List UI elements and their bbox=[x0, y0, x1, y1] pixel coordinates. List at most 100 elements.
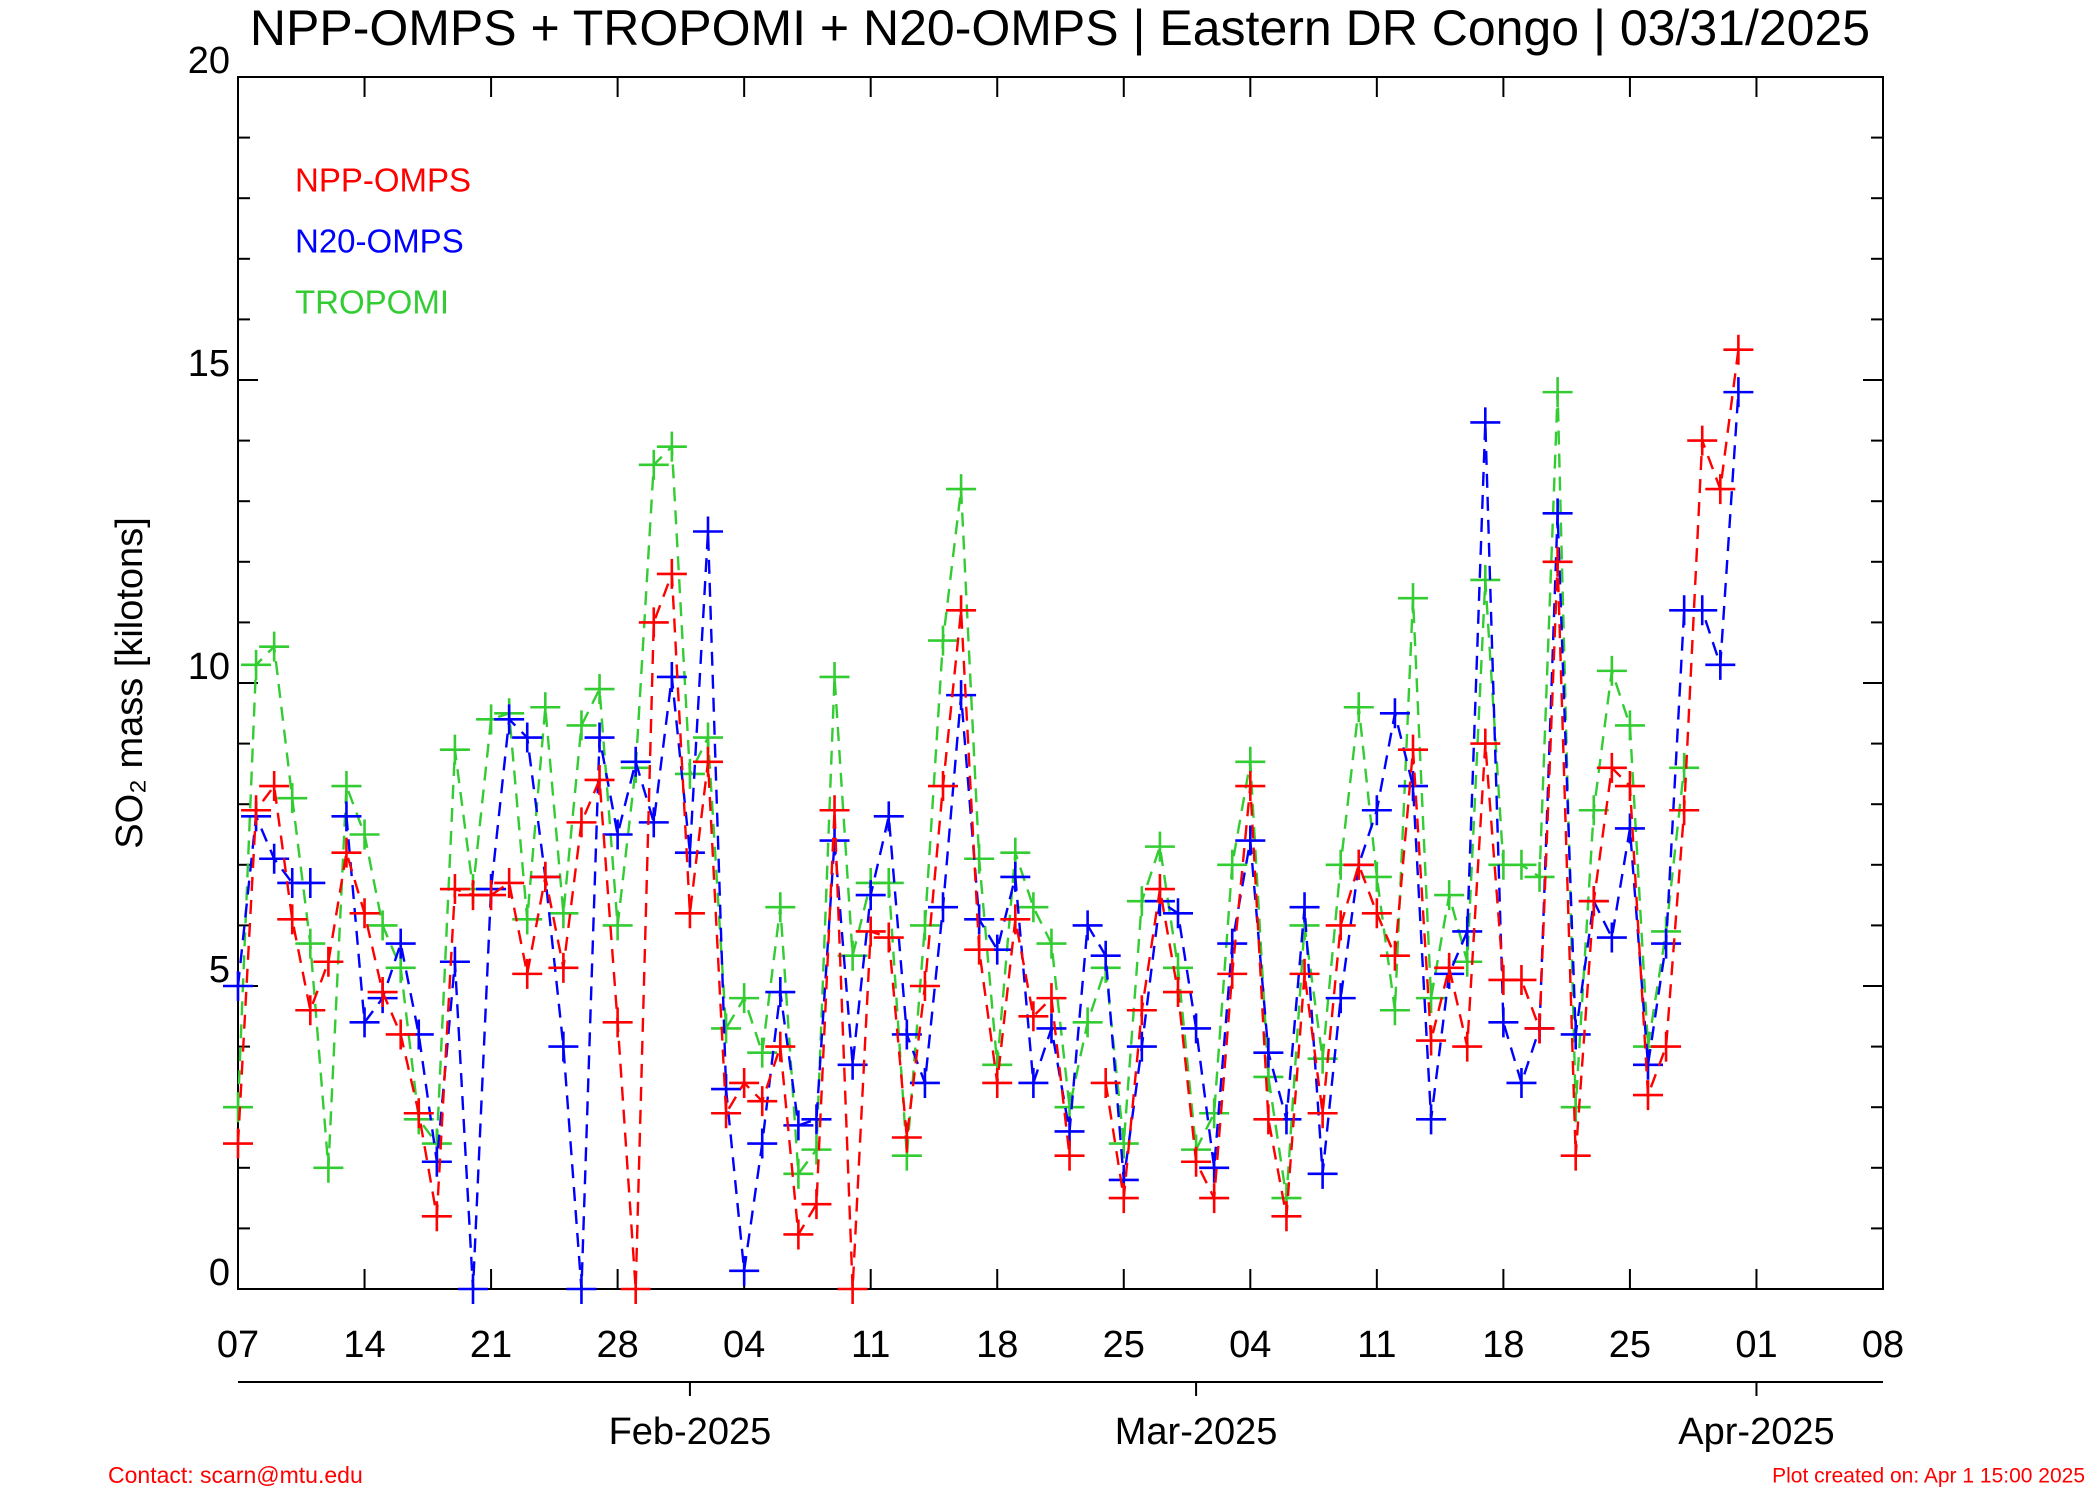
data-marker bbox=[1036, 928, 1067, 959]
data-marker bbox=[512, 958, 543, 989]
data-marker bbox=[656, 431, 687, 462]
data-marker bbox=[295, 928, 326, 959]
data-marker bbox=[765, 1031, 796, 1062]
data-marker bbox=[747, 1128, 778, 1159]
footer-contact: Contact: scarn@mtu.edu bbox=[108, 1462, 363, 1488]
data-marker bbox=[1705, 474, 1736, 505]
data-marker bbox=[277, 783, 308, 814]
data-marker bbox=[801, 1189, 832, 1220]
data-marker bbox=[1090, 1067, 1121, 1098]
y-tick-label: 10 bbox=[188, 646, 230, 688]
x-tick-label: 11 bbox=[1357, 1324, 1396, 1366]
data-marker bbox=[729, 983, 760, 1014]
data-marker bbox=[1651, 1031, 1682, 1062]
data-marker bbox=[1723, 334, 1754, 365]
data-marker bbox=[765, 892, 796, 923]
data-marker bbox=[1199, 1183, 1230, 1214]
data-marker bbox=[1651, 928, 1682, 959]
data-marker bbox=[946, 474, 977, 505]
data-marker bbox=[439, 946, 470, 977]
data-marker bbox=[1434, 880, 1465, 911]
data-marker bbox=[964, 934, 995, 965]
data-marker bbox=[421, 1201, 452, 1232]
data-marker bbox=[873, 801, 904, 832]
data-marker bbox=[584, 674, 615, 705]
data-marker bbox=[1542, 546, 1573, 577]
data-marker bbox=[602, 819, 633, 850]
data-marker bbox=[602, 1007, 633, 1038]
data-marker bbox=[1307, 1043, 1338, 1074]
data-marker bbox=[837, 1049, 868, 1080]
data-marker bbox=[1000, 904, 1031, 935]
data-marker bbox=[1018, 1067, 1049, 1098]
data-marker bbox=[1596, 752, 1627, 783]
data-marker bbox=[403, 1098, 434, 1129]
data-marker bbox=[512, 722, 543, 753]
data-marker bbox=[620, 1274, 651, 1304]
data-marker bbox=[837, 1274, 868, 1304]
x-tick-label: 18 bbox=[1482, 1324, 1524, 1366]
data-marker bbox=[1289, 892, 1320, 923]
data-marker bbox=[1578, 886, 1609, 917]
data-marker bbox=[1199, 1152, 1230, 1183]
data-marker bbox=[295, 995, 326, 1026]
x-tick-label: 08 bbox=[1862, 1324, 1904, 1366]
data-marker bbox=[1271, 1201, 1302, 1232]
data-marker bbox=[819, 795, 850, 826]
data-marker bbox=[674, 898, 705, 929]
legend-entry: N20-OMPS bbox=[295, 223, 464, 260]
x-tick-label: 04 bbox=[723, 1324, 765, 1366]
data-marker bbox=[259, 631, 290, 662]
data-marker bbox=[1705, 649, 1736, 680]
data-marker bbox=[367, 910, 398, 941]
data-marker bbox=[1108, 1183, 1139, 1214]
data-marker bbox=[1090, 940, 1121, 971]
data-marker bbox=[241, 795, 272, 826]
data-marker bbox=[1596, 922, 1627, 953]
data-marker bbox=[1018, 892, 1049, 923]
x-tick-label: 14 bbox=[343, 1324, 385, 1366]
data-marker bbox=[891, 1122, 922, 1153]
y-tick-label: 15 bbox=[188, 343, 230, 385]
data-marker bbox=[1452, 946, 1483, 977]
data-marker bbox=[331, 837, 362, 868]
data-marker bbox=[223, 1092, 253, 1123]
data-marker bbox=[385, 928, 416, 959]
x-tick-label: 07 bbox=[217, 1324, 259, 1366]
data-marker bbox=[1506, 1067, 1537, 1098]
data-marker bbox=[946, 680, 977, 711]
data-marker bbox=[873, 867, 904, 898]
data-marker bbox=[331, 771, 362, 802]
data-marker bbox=[1072, 1007, 1103, 1038]
data-marker bbox=[566, 710, 597, 741]
series-line bbox=[345, 392, 1740, 1290]
data-marker bbox=[982, 1067, 1013, 1098]
data-marker bbox=[1163, 898, 1193, 929]
data-marker bbox=[1470, 564, 1501, 595]
data-marker bbox=[909, 1067, 940, 1098]
data-marker bbox=[1452, 1031, 1483, 1062]
data-marker bbox=[928, 625, 958, 656]
data-marker bbox=[421, 1146, 452, 1177]
data-marker bbox=[1416, 1025, 1447, 1056]
data-marker bbox=[1144, 831, 1175, 862]
y-tick-label: 0 bbox=[209, 1252, 230, 1294]
data-marker bbox=[584, 722, 615, 753]
data-marker bbox=[1036, 1013, 1067, 1044]
data-marker bbox=[1542, 498, 1573, 529]
y-tick-label: 5 bbox=[209, 949, 230, 991]
data-marker bbox=[548, 1031, 579, 1062]
data-marker bbox=[494, 867, 525, 898]
x-tick-label: 25 bbox=[1103, 1324, 1145, 1366]
data-marker bbox=[1398, 734, 1428, 765]
data-marker bbox=[674, 758, 705, 789]
data-marker bbox=[1470, 407, 1501, 438]
data-marker bbox=[1235, 825, 1266, 856]
data-marker bbox=[566, 807, 597, 838]
data-marker bbox=[1723, 377, 1754, 408]
data-marker bbox=[259, 771, 290, 802]
data-marker bbox=[1488, 1007, 1519, 1038]
data-marker bbox=[946, 595, 977, 626]
data-marker bbox=[1687, 425, 1718, 456]
